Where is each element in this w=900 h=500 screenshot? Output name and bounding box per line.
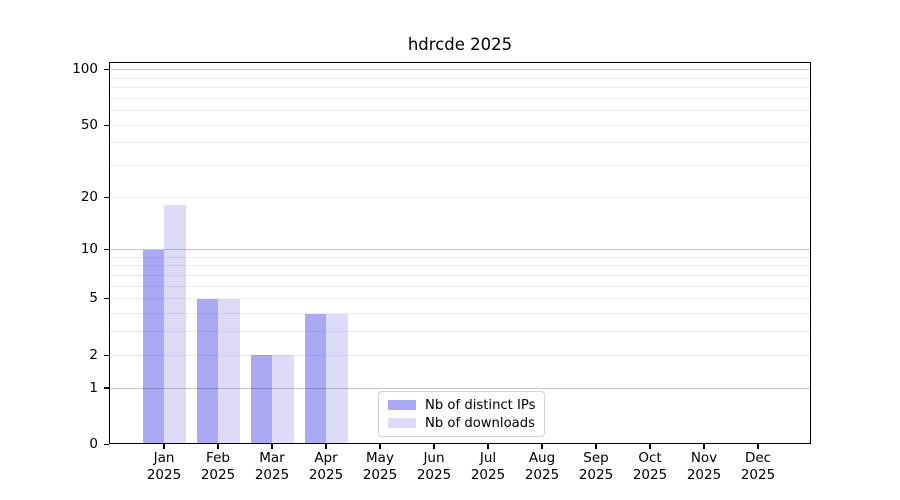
x-tick-mark [271, 444, 273, 449]
y-tick-label: 10 [80, 241, 98, 258]
y-gridline-minor [110, 165, 810, 167]
y-tick-label: 50 [80, 116, 98, 133]
y-gridline-minor [110, 87, 810, 89]
x-tick-label: Sep 2025 [578, 450, 614, 483]
chart-title: hdrcde 2025 [407, 35, 513, 54]
y-tick-mark [104, 443, 109, 445]
x-tick-label: Feb 2025 [200, 450, 236, 483]
y-gridline-minor [110, 265, 810, 267]
y-gridline-minor [110, 298, 810, 300]
y-gridline-major [110, 249, 810, 251]
legend: Nb of distinct IPs Nb of downloads [378, 391, 545, 437]
y-gridline-major [110, 387, 810, 389]
y-gridline-minor [110, 77, 810, 79]
y-gridline-minor [110, 256, 810, 258]
y-tick-mark [104, 298, 109, 300]
x-tick-label: Dec 2025 [740, 450, 776, 483]
x-tick-mark [325, 444, 327, 449]
x-tick-label: Apr 2025 [308, 450, 344, 483]
x-tick-label: Jul 2025 [470, 450, 506, 483]
x-tick-label: May 2025 [362, 450, 398, 483]
y-gridline-minor [110, 97, 810, 99]
x-tick-label: Nov 2025 [686, 450, 722, 483]
y-tick-label: 20 [80, 188, 98, 205]
bar-downloads [218, 298, 240, 445]
x-tick-mark [379, 444, 381, 449]
y-tick-label: 100 [72, 61, 98, 78]
y-gridline-minor [110, 274, 810, 276]
x-tick-label: Mar 2025 [254, 450, 290, 483]
y-gridline-minor [110, 124, 810, 126]
y-tick-label: 5 [89, 290, 98, 307]
y-gridline-minor [110, 142, 810, 144]
y-tick-label: 1 [89, 379, 98, 396]
y-tick-mark [104, 196, 109, 198]
y-tick-mark [104, 124, 109, 126]
legend-swatch [388, 400, 416, 410]
bar-distinct-ips [142, 249, 164, 445]
x-tick-label: Aug 2025 [524, 450, 560, 483]
x-tick-mark [163, 444, 165, 449]
y-gridline-minor [110, 313, 810, 315]
bar-distinct-ips [304, 313, 326, 445]
y-tick-mark [104, 69, 109, 71]
bar-distinct-ips [250, 355, 272, 445]
bar-downloads [164, 205, 186, 445]
y-tick-mark [104, 354, 109, 356]
bar-downloads [272, 355, 294, 445]
y-tick-mark [104, 387, 109, 389]
bar-downloads [326, 313, 348, 445]
y-gridline-minor [110, 285, 810, 287]
legend-item-label: Nb of distinct IPs [425, 397, 536, 413]
x-tick-mark [757, 444, 759, 449]
x-tick-mark [595, 444, 597, 449]
y-gridline-minor [110, 110, 810, 112]
y-gridline-major [110, 69, 810, 71]
y-gridline-minor [110, 196, 810, 198]
x-tick-label: Jun 2025 [416, 450, 452, 483]
x-tick-mark [217, 444, 219, 449]
legend-item: Nb of downloads [388, 416, 535, 431]
y-tick-label: 2 [89, 346, 98, 363]
y-tick-mark [104, 249, 109, 251]
bar-distinct-ips [196, 298, 218, 445]
x-tick-mark [433, 444, 435, 449]
y-tick-label: 0 [89, 435, 98, 452]
x-tick-mark [487, 444, 489, 449]
y-gridline-minor [110, 354, 810, 356]
legend-swatch [388, 418, 416, 428]
legend-item: Nb of distinct IPs [388, 397, 536, 413]
x-tick-label: Jan 2025 [146, 450, 182, 483]
x-tick-mark [703, 444, 705, 449]
legend-item-label: Nb of downloads [425, 415, 535, 431]
x-tick-mark [541, 444, 543, 449]
x-tick-mark [649, 444, 651, 449]
x-tick-label: Oct 2025 [632, 450, 668, 483]
y-gridline-minor [110, 331, 810, 333]
